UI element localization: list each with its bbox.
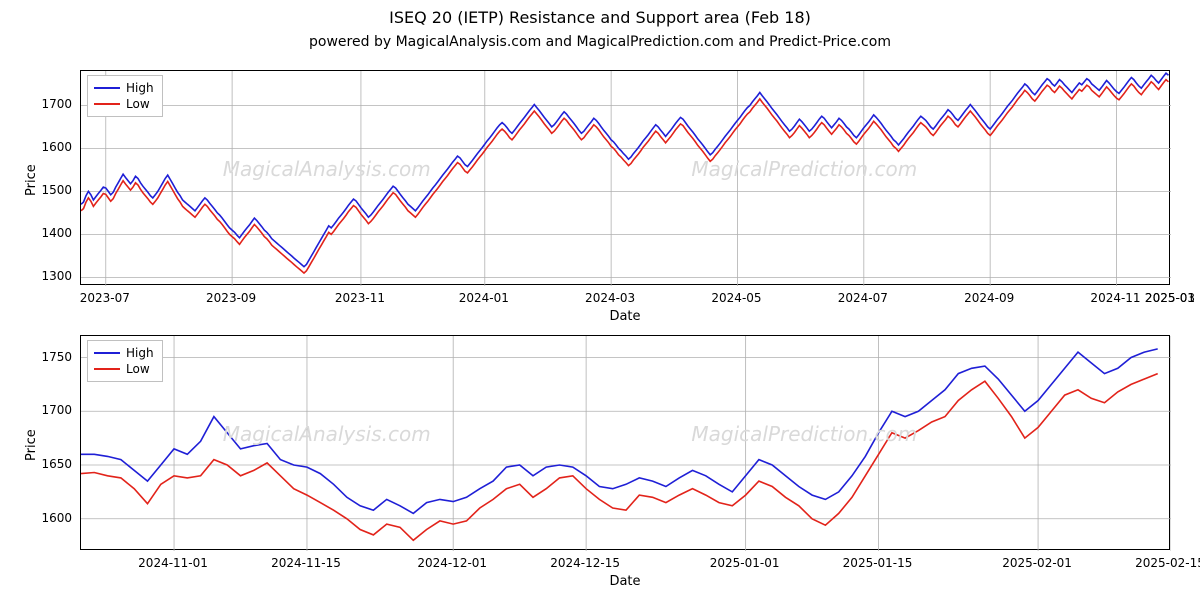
legend-row-low-bot: Low (94, 361, 154, 377)
watermark-top-left: MagicalAnalysis.com (223, 157, 431, 181)
xtick: 2023-07 (80, 291, 130, 305)
series-low (81, 374, 1158, 541)
ytick: 1650 (22, 457, 72, 471)
ytick: 1400 (22, 226, 72, 240)
bottom-chart-panel: MagicalAnalysis.com MagicalPrediction.co… (80, 335, 1170, 550)
legend-row-high-bot: High (94, 345, 154, 361)
legend-label-low: Low (126, 96, 150, 112)
xtick: 2023-09 (206, 291, 256, 305)
xtick: 2025-01-15 (843, 556, 913, 570)
legend-line-low-icon (94, 368, 120, 370)
legend-label-high: High (126, 80, 154, 96)
legend-line-high-icon (94, 87, 120, 89)
main-title: ISEQ 20 (IETP) Resistance and Support ar… (0, 8, 1200, 27)
ytick: 1700 (22, 97, 72, 111)
top-chart-panel: MagicalAnalysis.com MagicalPrediction.co… (80, 70, 1170, 285)
legend-bottom: High Low (87, 340, 163, 382)
legend-top: High Low (87, 75, 163, 117)
ytick: 1500 (22, 183, 72, 197)
xtick: 2024-03 (585, 291, 635, 305)
xtick: 2025-02-15 (1135, 556, 1200, 570)
watermark-top-right: MagicalPrediction.com (691, 157, 917, 181)
watermark-bottom-left: MagicalAnalysis.com (223, 422, 431, 446)
xtick: 2024-09 (964, 291, 1014, 305)
top-xlabel: Date (80, 309, 1170, 324)
ytick: 1600 (22, 140, 72, 154)
legend-row-low: Low (94, 96, 154, 112)
xtick: 2025-01-01 (710, 556, 780, 570)
figure: ISEQ 20 (IETP) Resistance and Support ar… (0, 0, 1200, 600)
ytick: 1700 (22, 403, 72, 417)
legend-label-low-bot: Low (126, 361, 150, 377)
xtick: 2024-01 (459, 291, 509, 305)
xtick: 2024-12-01 (417, 556, 487, 570)
xtick: 2024-11-01 (138, 556, 208, 570)
xtick: 2023-11 (335, 291, 385, 305)
xtick: 2024-07 (838, 291, 888, 305)
ytick: 1600 (22, 511, 72, 525)
xtick: 2025-02-01 (1002, 556, 1072, 570)
xtick: 2024-05 (711, 291, 761, 305)
bottom-ylabel: Price (24, 429, 39, 461)
xtick: 2024-11 (1090, 291, 1140, 305)
legend-row-high: High (94, 80, 154, 96)
xtick: 2025-03 (1145, 291, 1195, 305)
xtick: 2024-12-15 (550, 556, 620, 570)
xtick: 2024-11-15 (271, 556, 341, 570)
ytick: 1750 (22, 350, 72, 364)
ytick: 1300 (22, 269, 72, 283)
subtitle: powered by MagicalAnalysis.com and Magic… (0, 34, 1200, 50)
legend-line-high-icon (94, 352, 120, 354)
bottom-xlabel: Date (80, 574, 1170, 589)
legend-line-low-icon (94, 103, 120, 105)
watermark-bottom-right: MagicalPrediction.com (691, 422, 917, 446)
legend-label-high-bot: High (126, 345, 154, 361)
